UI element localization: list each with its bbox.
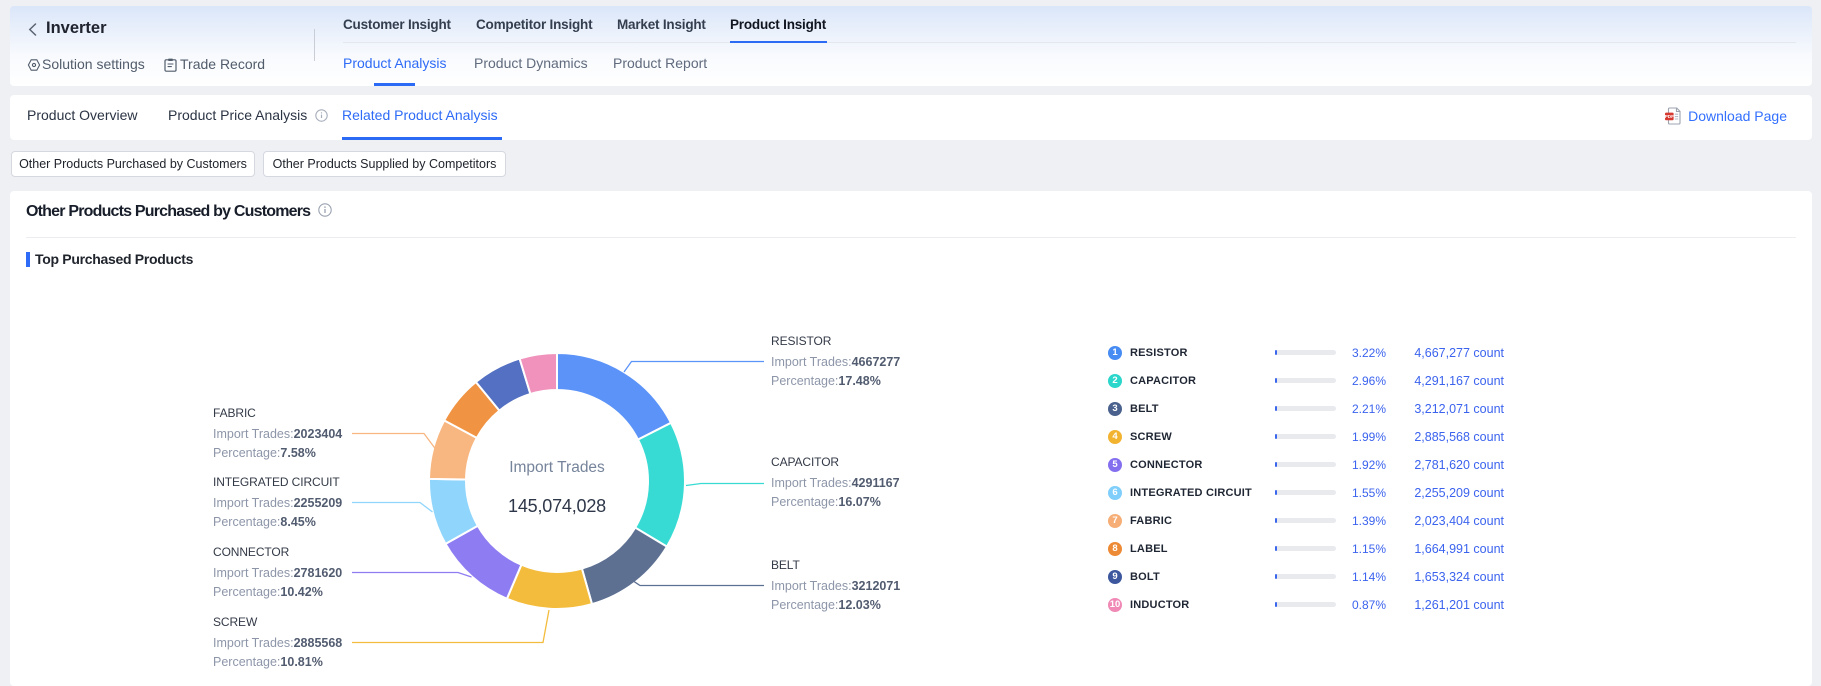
svg-text:PDF: PDF <box>1665 114 1674 119</box>
